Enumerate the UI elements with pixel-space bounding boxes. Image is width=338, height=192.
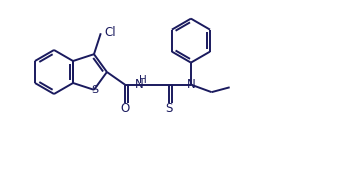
Text: S: S — [91, 85, 99, 95]
Text: H: H — [139, 75, 147, 85]
Text: O: O — [120, 102, 129, 115]
Text: N: N — [187, 78, 195, 91]
Text: N: N — [135, 78, 143, 91]
Text: S: S — [165, 102, 173, 115]
Text: Cl: Cl — [105, 26, 116, 39]
